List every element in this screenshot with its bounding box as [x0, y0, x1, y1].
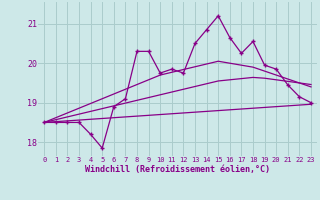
X-axis label: Windchill (Refroidissement éolien,°C): Windchill (Refroidissement éolien,°C)	[85, 165, 270, 174]
